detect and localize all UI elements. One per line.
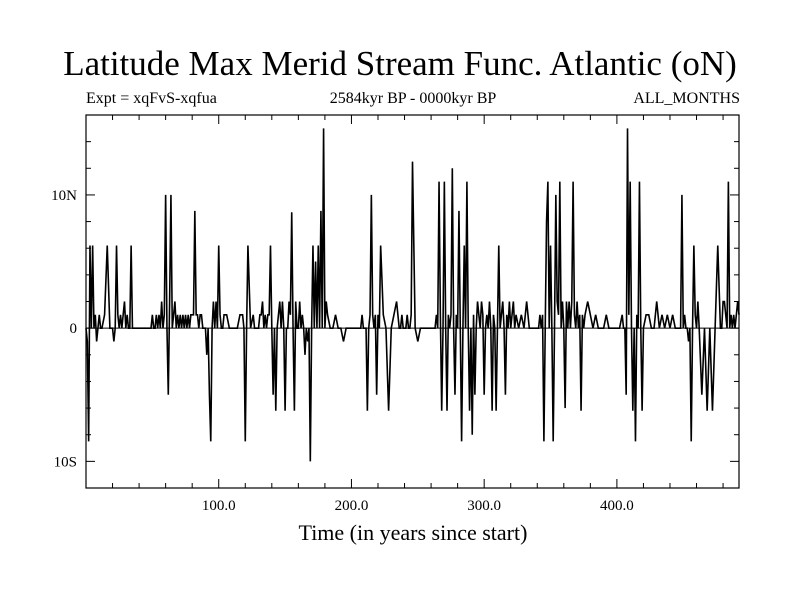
y-tick-label: 0 bbox=[70, 321, 78, 337]
x-tick-label: 400.0 bbox=[600, 498, 634, 514]
axis-ticks bbox=[86, 115, 739, 488]
experiment-label: Expt = xqFvS-xqfua bbox=[86, 90, 217, 107]
y-tick-label: 10S bbox=[54, 454, 77, 470]
y-tick-label: 10N bbox=[51, 188, 77, 204]
axis-tick-labels: 100.0 200.0 300.0 400.0 10S 0 10N bbox=[51, 188, 634, 514]
chart-title: Latitude Max Merid Stream Func. Atlantic… bbox=[63, 44, 737, 83]
x-axis-label: Time (in years since start) bbox=[298, 520, 528, 545]
plot-frame bbox=[85, 114, 740, 489]
time-range-label: 2584kyr BP - 0000kyr BP bbox=[329, 90, 497, 107]
series-line bbox=[85, 128, 740, 462]
x-tick-label: 200.0 bbox=[335, 498, 369, 514]
x-tick-label: 300.0 bbox=[467, 498, 501, 514]
months-label: ALL_MONTHS bbox=[633, 90, 740, 107]
x-tick-label: 100.0 bbox=[202, 498, 236, 514]
